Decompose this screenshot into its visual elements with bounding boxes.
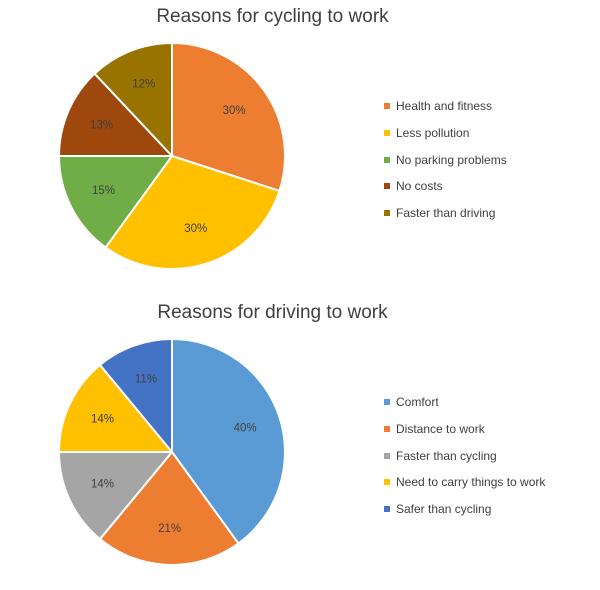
legend-item: No parking problems	[384, 146, 507, 173]
pie-slice-no-costs	[58, 72, 173, 157]
legend-label: Distance to work	[396, 422, 485, 437]
legend-swatch	[384, 506, 390, 513]
legend-swatch	[384, 426, 390, 433]
legend-label: Faster than driving	[396, 206, 496, 221]
legend-item: No costs	[384, 173, 507, 200]
pie-slice-faster-than-driving	[93, 42, 173, 157]
slice-label: 15%	[92, 185, 115, 197]
legend-swatch	[384, 452, 390, 459]
legend: Comfort Distance to work Faster than cycli…	[384, 389, 545, 522]
legend-item: Faster than cycling	[384, 442, 545, 469]
legend-label: Health and fitness	[396, 99, 493, 114]
legend-item: Need to carry things to work	[384, 469, 545, 496]
legend-swatch	[384, 156, 390, 163]
slice-label: 30%	[223, 105, 246, 117]
slice-label: 14%	[91, 413, 114, 425]
pie-slice-safer-than-cycling	[98, 338, 173, 453]
legend-label: No parking problems	[396, 152, 507, 167]
pie-slice-need-to-carry-things-to-work	[58, 363, 173, 453]
legend-swatch	[384, 399, 390, 406]
legend-label: Less pollution	[396, 126, 470, 141]
legend-label: Safer than cycling	[396, 502, 492, 517]
legend-swatch	[384, 479, 390, 486]
legend-item: Distance to work	[384, 416, 545, 443]
slice-label: 12%	[132, 79, 155, 91]
pie-slice-health-and-fitness	[171, 42, 286, 192]
legend-label: Faster than cycling	[396, 448, 497, 463]
legend-label: Comfort	[396, 395, 439, 410]
legend-swatch	[384, 103, 390, 110]
slice-label: 21%	[158, 523, 181, 535]
pie-slice-no-parking-problems	[58, 155, 173, 249]
slice-label: 13%	[90, 119, 113, 131]
legend-item: Safer than cycling	[384, 496, 545, 523]
pie-svg: 40% 21% 14% 14% 11%	[58, 338, 286, 566]
legend-item: Faster than driving	[384, 200, 507, 227]
slice-label: 11%	[135, 374, 157, 386]
driving-pie-chart: Reasons for driving to work 40% 21% 14% 14%…	[0, 295, 600, 590]
pie-slice-distance-to-work	[98, 451, 240, 566]
legend-label: No costs	[396, 179, 443, 194]
slice-label: 40%	[234, 422, 257, 434]
legend-label: Need to carry things to work	[396, 475, 546, 490]
legend-swatch	[384, 210, 390, 217]
legend-swatch	[384, 130, 390, 137]
pie-slice-comfort	[171, 338, 286, 545]
chart-title: Reasons for cycling to work	[156, 6, 389, 27]
legend-item: Health and fitness	[384, 93, 507, 120]
pie-svg: 30% 30% 15% 13% 12%	[58, 42, 286, 270]
pie-slice-less-pollution	[104, 155, 281, 270]
slice-label: 30%	[184, 223, 207, 235]
legend-item: Less pollution	[384, 120, 507, 147]
cycling-pie-chart: Reasons for cycling to work 30% 30% 15% 13%…	[58, 6, 507, 270]
legend-item: Comfort	[384, 389, 545, 416]
legend: Health and fitness Less pollution No parki…	[384, 93, 507, 226]
slice-label: 14%	[91, 479, 114, 491]
pie-slice-faster-than-cycling	[58, 451, 173, 541]
chart-title: Reasons for driving to work	[157, 302, 388, 323]
legend-swatch	[384, 183, 390, 190]
